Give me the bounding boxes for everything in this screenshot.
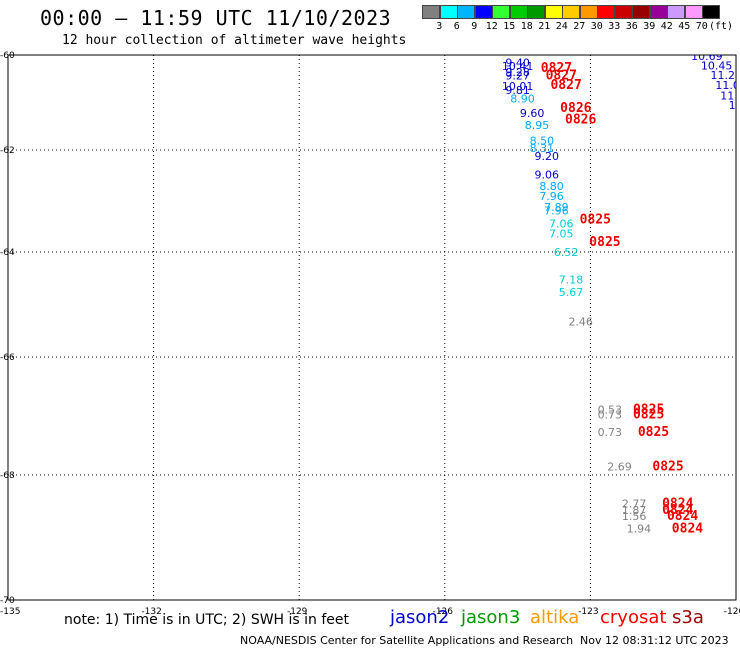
swh-value: 9.40 — [505, 56, 530, 69]
swh-value: 9.81 — [505, 84, 530, 97]
swh-value: 8.31 — [530, 142, 555, 155]
x-tick-label: -120 — [724, 607, 740, 617]
swh-value: 1.56 — [622, 510, 647, 523]
pass-label: 0825 — [633, 407, 664, 422]
swh-value: 11.02 — [715, 79, 740, 92]
x-tick-label: -129 — [287, 607, 308, 617]
pass-label: 0826 — [560, 101, 591, 116]
pass-label: 0824 — [667, 509, 698, 524]
legend-label: 18 — [520, 21, 533, 32]
legend-unit: (ft) — [709, 21, 734, 32]
y-tick-label: -64 — [0, 248, 15, 258]
pass-label: 0827 — [550, 78, 581, 93]
swh-value: 11.3 — [729, 99, 740, 112]
y-tick-label: -66 — [0, 353, 15, 363]
swh-value: 1.94 — [627, 523, 652, 536]
pass-label: 0826 — [565, 112, 596, 127]
legend-label: 15 — [503, 21, 516, 32]
swh-value: 5.67 — [559, 286, 584, 299]
swh-value: 9.28 — [505, 66, 530, 79]
swh-value: 10.45 — [701, 59, 733, 72]
swh-value: 7.96 — [539, 190, 564, 203]
pass-label: 0824 — [662, 503, 693, 518]
swh-value: 0.53 — [598, 404, 623, 417]
swh-value: 8.95 — [525, 119, 550, 132]
swh-value: 8.90 — [510, 93, 535, 106]
footer-timestamp: Nov 12 08:31:12 UTC 2023 — [580, 634, 729, 647]
y-tick-label: -68 — [0, 471, 15, 481]
footer-credit: NOAA/NESDIS Center for Satellite Applica… — [240, 634, 574, 647]
pass-label: 0825 — [589, 235, 620, 250]
legend-label: 3 — [436, 21, 443, 32]
swh-value: 0.73 — [598, 408, 623, 421]
swh-value: 7.89 — [544, 201, 569, 214]
x-tick-label: -132 — [141, 607, 161, 617]
swh-value: 2.69 — [607, 460, 632, 473]
pass-label: 0825 — [580, 212, 611, 227]
legend-label: 21 — [538, 21, 551, 32]
swh-value: 2.77 — [622, 498, 647, 511]
legend-label: 39 — [643, 21, 656, 32]
pass-label: 0825 — [638, 425, 669, 440]
swh-value: 9.27 — [505, 70, 530, 83]
legend-label: 33 — [608, 21, 621, 32]
swh-value: 8.50 — [530, 134, 555, 147]
legend-label: 42 — [660, 21, 673, 32]
swh-value: 11.22 — [720, 90, 740, 103]
legend-label: 70 — [695, 21, 708, 32]
swh-value: 9.06 — [534, 169, 559, 182]
swh-value: 0.73 — [598, 426, 623, 439]
pass-label: 0824 — [672, 522, 703, 537]
satellite-altika: altika — [530, 607, 580, 628]
pass-label: 0824 — [662, 497, 693, 512]
swh-value: 8.80 — [539, 180, 564, 193]
legend-label: 30 — [590, 21, 603, 32]
x-tick-label: -135 — [0, 607, 20, 617]
satellite-s3a: s3a — [672, 607, 704, 628]
swh-value: 11.23 — [711, 69, 740, 82]
pass-label: 0825 — [633, 403, 664, 418]
x-tick-label: -123 — [578, 607, 598, 617]
satellite-jason3: jason3 — [461, 607, 521, 628]
y-tick-label: -70 — [0, 596, 15, 606]
swh-value: 7.18 — [559, 274, 584, 287]
swh-value: 10.69 — [691, 50, 723, 63]
swh-value: 2.46 — [568, 316, 593, 329]
swh-value: 1.87 — [622, 504, 647, 517]
swh-value: 7.06 — [549, 218, 574, 231]
swh-value: 10.01 — [502, 80, 534, 93]
legend-label: 45 — [678, 21, 691, 32]
x-tick-label: -126 — [433, 607, 454, 617]
pass-label: 0825 — [652, 459, 683, 474]
y-tick-label: -60 — [0, 51, 15, 61]
swh-value: 7.05 — [549, 228, 574, 241]
swh-value: 6.52 — [554, 246, 579, 259]
swh-value: 10.41 — [502, 60, 534, 73]
legend-label: 36 — [625, 21, 638, 32]
legend-label: 12 — [485, 21, 498, 32]
legend-label: 24 — [555, 21, 568, 32]
pass-label: 0827 — [546, 69, 577, 84]
pass-label: 0827 — [541, 61, 572, 76]
y-tick-label: -62 — [0, 146, 15, 156]
swh-value: 9.20 — [534, 150, 559, 163]
legend-swatch — [702, 5, 720, 19]
page-subtitle: 12 hour collection of altimeter wave hei… — [62, 33, 407, 48]
satellite-jason2: jason2 — [390, 607, 450, 628]
swh-value: 9.60 — [520, 107, 545, 120]
footer-note: note: 1) Time is in UTC; 2) SWH is in fe… — [64, 612, 350, 628]
legend-label: 27 — [573, 21, 586, 32]
swh-value: 7.96 — [544, 204, 569, 217]
plot-frame — [7, 54, 737, 601]
page-title: 00:00 — 11:59 UTC 11/10/2023 — [40, 6, 392, 30]
legend-label: 9 — [471, 21, 478, 32]
satellite-cryosat: cryosat — [600, 607, 667, 628]
legend-label: 6 — [453, 21, 460, 32]
